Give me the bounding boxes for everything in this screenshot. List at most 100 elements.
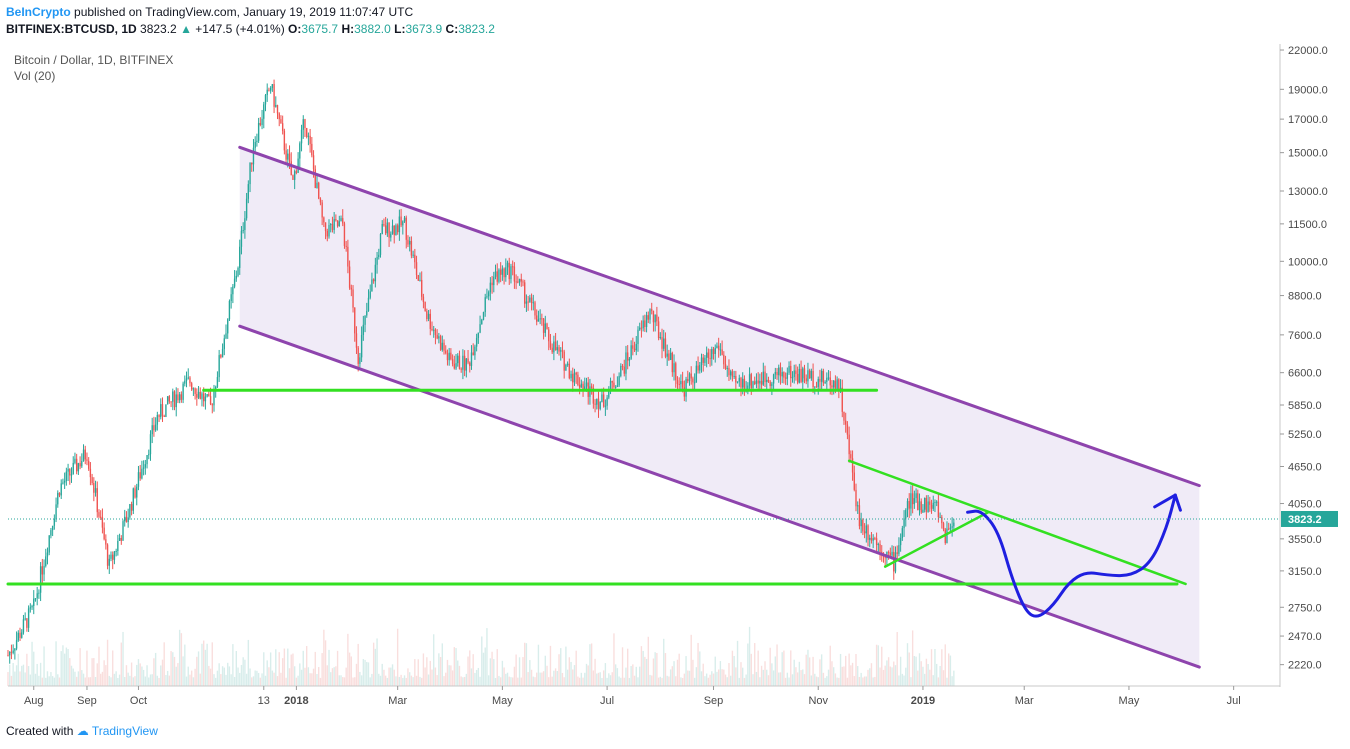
- volume-bar-2017-10-13: [158, 677, 160, 686]
- volume-bar-2018-09-10: [728, 663, 730, 686]
- volume-bar-2018-09-09: [726, 677, 728, 686]
- tradingview-link[interactable]: TradingView: [91, 724, 158, 738]
- volume-bar-2018-03-08: [408, 672, 411, 686]
- volume-bar-2018-12-27: [913, 656, 916, 686]
- volume-bar-2018-04-13: [470, 668, 473, 686]
- volume-bar-2018-03-11: [414, 659, 416, 686]
- price-chart[interactable]: 22000.0 19000.0 17000.0 15000.0 13000.0 11500…: [0, 38, 1350, 728]
- candle-body-2018-07-13: [627, 352, 629, 361]
- candle-body-2018-09-18: [742, 378, 744, 388]
- candle-body-2018-04-06: [458, 355, 461, 369]
- volume-bar-2017-12-18: [271, 670, 274, 686]
- volume-bar-2017-08-05: [39, 662, 42, 686]
- volume-bar-2018-12-10: [884, 665, 886, 686]
- candle-body-2018-01-31: [347, 246, 349, 267]
- volume-bar-2017-09-03: [89, 677, 92, 686]
- candle-body-2018-09-12: [731, 371, 734, 377]
- candle-body-2018-02-09: [362, 324, 365, 335]
- candle-body-2017-11-29: [239, 246, 241, 268]
- candle-body-2018-06-09: [568, 363, 571, 379]
- volume-bar-2017-09-12: [105, 665, 107, 686]
- candle-body-2018-05-19: [532, 302, 534, 304]
- volume-bar-2018-11-04: [822, 672, 825, 686]
- volume-bar-2017-09-11: [103, 660, 105, 686]
- volume-bar-2018-06-04: [560, 648, 562, 686]
- volume-bar-2018-05-03: [505, 673, 507, 686]
- candle-body-2017-08-18: [62, 482, 64, 484]
- candle-body-2018-02-13: [369, 291, 371, 298]
- candle-body-2018-04-09: [463, 355, 466, 371]
- candle-body-2017-08-11: [50, 530, 52, 536]
- volume-bar-2018-09-29: [760, 665, 763, 686]
- candle-body-2018-05-06: [510, 266, 512, 280]
- candle-body-2018-01-04: [300, 129, 303, 144]
- volume-bar-2018-01-28: [342, 677, 344, 686]
- candle-body-2017-11-01: [190, 383, 193, 390]
- open-label: O:: [288, 22, 302, 36]
- volume-bar-2018-04-18: [479, 676, 481, 686]
- chart-area[interactable]: 22000.0 19000.0 17000.0 15000.0 13000.0 11500…: [0, 38, 1350, 728]
- volume-bar-2018-03-28: [443, 676, 445, 686]
- candle-body-2018-07-07: [616, 385, 619, 387]
- y-tick-label-2220.0: 2220.0: [1288, 660, 1322, 672]
- candle-body-2018-12-31: [920, 501, 922, 513]
- candle-body-2018-01-21: [330, 224, 332, 226]
- candle-body-2018-10-03: [767, 379, 770, 382]
- candle-body-2017-09-02: [87, 460, 90, 469]
- volume-bar-2018-12-18: [898, 675, 900, 686]
- volume-bar-2018-08-30: [709, 674, 711, 686]
- author-link[interactable]: BeInCrypto: [6, 5, 71, 19]
- volume-bar-2018-08-24: [699, 651, 701, 686]
- volume-bar-2018-04-03: [453, 647, 456, 686]
- candle-body-2018-03-09: [410, 240, 413, 256]
- volume-bar-2018-01-20: [328, 649, 330, 686]
- candle-body-2017-07-26: [22, 619, 25, 633]
- candle-body-2018-04-02: [451, 359, 454, 364]
- volume-bar-2017-08-18: [62, 645, 64, 686]
- volume-bar-2018-05-19: [532, 676, 534, 686]
- candle-body-2018-06-14: [577, 374, 579, 386]
- volume-bar-2018-06-19: [585, 663, 588, 686]
- volume-bar-2018-09-05: [719, 661, 722, 686]
- candle-body-2018-10-21: [798, 368, 801, 383]
- volume-bar-2018-06-17: [582, 677, 584, 686]
- volume-bar-2019-01-06: [930, 649, 933, 686]
- candle-body-2017-12-21: [276, 104, 279, 114]
- volume-bar-2018-08-29: [707, 677, 710, 686]
- created-with-text: Created with: [6, 724, 74, 738]
- y-axis-ticks: 22000.0 19000.0 17000.0 15000.0 13000.0 11500…: [1280, 45, 1328, 672]
- candle-body-2018-08-06: [668, 353, 670, 360]
- x-tick-label-1: Sep: [77, 695, 97, 707]
- volume-bar-2018-09-23: [750, 653, 752, 686]
- volume-bar-2019-01-13: [942, 670, 945, 686]
- candle-body-2018-01-19: [326, 231, 328, 237]
- candle-body-2018-10-10: [779, 367, 782, 377]
- candle-body-2018-01-28: [342, 218, 344, 224]
- volume-bar-2018-02-13: [369, 677, 371, 686]
- candle-body-2018-05-24: [541, 318, 543, 320]
- candle-body-2018-05-04: [506, 262, 509, 268]
- volume-bar-2018-12-28: [915, 656, 917, 686]
- volume-bar-2017-09-21: [120, 642, 122, 686]
- candle-body-2018-06-03: [558, 347, 560, 352]
- candle-body-2017-07-24: [19, 632, 21, 638]
- candle-body-2017-09-08: [98, 512, 100, 517]
- candle-body-2018-03-06: [405, 217, 407, 240]
- candle-body-2018-11-06: [826, 377, 828, 382]
- volume-bar-2018-05-26: [544, 655, 546, 686]
- candle-body-2018-01-20: [328, 225, 330, 237]
- candle-body-2018-06-22: [590, 386, 593, 388]
- candle-body-2018-01-24: [335, 219, 337, 221]
- volume-bar-2018-09-11: [730, 675, 732, 686]
- candle-body-2018-07-23: [644, 320, 646, 327]
- candle-body-2018-11-24: [857, 505, 859, 507]
- volume-bar-2017-08-12: [51, 676, 54, 686]
- legend-title: Bitcoin / Dollar, 1D, BITFINEX: [14, 53, 174, 67]
- volume-bar-2018-05-21: [536, 672, 538, 686]
- candle-body-2017-10-08: [149, 434, 152, 455]
- volume-bar-2017-08-11: [50, 672, 52, 686]
- candle-body-2017-11-09: [204, 396, 207, 402]
- candle-body-2018-10-28: [810, 371, 813, 379]
- volume-bar-2018-12-06: [877, 645, 880, 686]
- candle-body-2018-08-22: [695, 365, 698, 383]
